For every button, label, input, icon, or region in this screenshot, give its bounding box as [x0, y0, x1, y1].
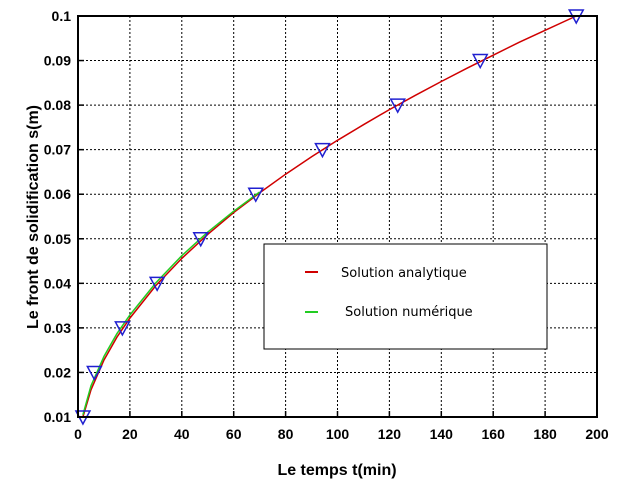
- x-tick-label: 180: [533, 426, 557, 442]
- x-tick-label: 100: [326, 426, 350, 442]
- x-tick-label: 40: [174, 426, 190, 442]
- y-tick-label: 0.01: [44, 409, 71, 425]
- y-tick-label: 0.08: [44, 97, 71, 113]
- y-tick-label: 0.1: [52, 8, 72, 24]
- data-marker: [148, 276, 166, 292]
- x-tick-label: 0: [74, 426, 82, 442]
- y-tick-label: 0.09: [44, 53, 71, 69]
- x-tick-label: 80: [278, 426, 294, 442]
- x-tick-label: 140: [430, 426, 454, 442]
- data-marker: [247, 187, 265, 203]
- data-marker: [314, 142, 331, 159]
- y-tick-label: 0.07: [44, 142, 71, 158]
- x-axis-title: Le temps t(min): [277, 462, 396, 479]
- x-tick-label: 120: [378, 426, 402, 442]
- axis-ticks: 0 20 40 60 80 100 120 140 160 180 200 0.01 0.02 0.03 0…: [44, 8, 609, 442]
- data-markers: [74, 9, 585, 426]
- series-lines: [82, 15, 577, 418]
- x-tick-label: 60: [226, 426, 242, 442]
- legend-label-numerique: Solution numérique: [345, 305, 473, 320]
- legend: Solution analytique Solution numérique: [263, 243, 548, 350]
- y-tick-label: 0.04: [44, 275, 71, 291]
- data-marker: [86, 365, 103, 382]
- x-tick-label: 20: [122, 426, 138, 442]
- data-marker: [192, 232, 209, 248]
- y-tick-label: 0.03: [44, 320, 71, 336]
- series-line-numerique: [82, 191, 261, 416]
- grid-lines: [78, 16, 597, 417]
- data-marker: [389, 98, 406, 114]
- x-tick-label: 160: [482, 426, 506, 442]
- y-tick-label: 0.06: [44, 186, 71, 202]
- y-tick-label: 0.05: [44, 231, 71, 247]
- data-marker: [114, 321, 131, 337]
- series-line-analytique: [82, 15, 577, 418]
- data-marker: [471, 53, 489, 70]
- x-tick-label: 200: [585, 426, 609, 442]
- y-axis-title: Le front de solidification s(m): [25, 105, 42, 329]
- y-tick-label: 0.02: [44, 364, 71, 380]
- legend-label-analytique: Solution analytique: [341, 266, 467, 281]
- legend-box: [263, 243, 548, 350]
